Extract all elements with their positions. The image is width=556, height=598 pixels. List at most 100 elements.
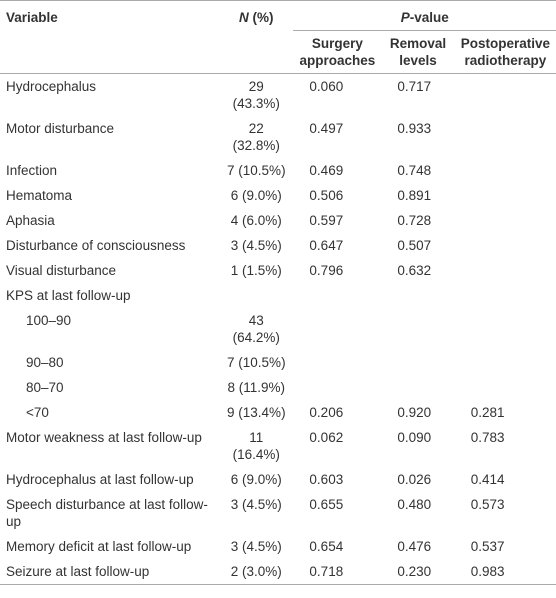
value-cell: 2 (3.0%): [219, 559, 294, 585]
table-row: <70 9 (13.4%) 0.206 0.920 0.281: [0, 400, 556, 425]
value-cell: 3 (4.5%): [230, 539, 282, 554]
table-row: Hematoma 6 (9.0%) 0.506 0.891: [0, 183, 556, 208]
value-cell: [455, 116, 556, 158]
variable-cell: Motor disturbance: [6, 121, 115, 136]
header-cell: P-value: [293, 0, 556, 31]
header-text: -value: [409, 10, 449, 25]
value-cell: 8 (11.9%): [227, 380, 286, 395]
value-cell: [455, 74, 556, 117]
value-cell: 0.632: [397, 263, 432, 278]
value-cell: 0.480: [397, 497, 432, 512]
variable-cell: Hematoma: [6, 188, 73, 203]
value-cell: 0.476: [397, 539, 432, 554]
table-row: 90–80 7 (10.5%): [0, 350, 556, 375]
value-cell: 0.281: [470, 405, 505, 420]
value-cell: [455, 350, 556, 375]
value-cell: 0.537: [470, 539, 505, 554]
value-cell: 0.090: [397, 430, 432, 445]
value-cell: 0.506: [309, 188, 344, 203]
value-cell: [455, 258, 556, 283]
table-row: Motor disturbance 22 (32.8%) 0.497 0.933: [0, 116, 556, 158]
value-cell: [455, 375, 556, 400]
value-cell: [293, 350, 381, 375]
subheader-row: Surgery approaches Removal levels Postop…: [0, 30, 556, 74]
variable-cell: Hydrocephalus at last follow-up: [6, 472, 194, 487]
value-cell: 0.497: [309, 121, 344, 136]
table-row: 100–90 43 (64.2%): [0, 308, 556, 350]
value-cell: 0.718: [293, 559, 382, 585]
variable-cell: 100–90: [26, 313, 72, 328]
value-cell: [455, 208, 556, 233]
variable-cell: Motor weakness at last follow-up: [6, 430, 202, 445]
group-row: KPS at last follow-up: [0, 283, 556, 308]
value-cell: 7 (10.5%): [227, 355, 286, 370]
value-cell: [381, 375, 454, 400]
value-cell: [381, 308, 454, 350]
value-cell: 0.026: [397, 472, 432, 487]
variable-cell: Hydrocephalus: [6, 79, 97, 94]
header-text: N: [239, 10, 249, 25]
value-cell: [455, 183, 556, 208]
header-text: (%): [248, 10, 274, 25]
value-cell: 0.469: [309, 163, 344, 178]
table-row: Disturbance of consciousness 3 (4.5%) 0.64…: [0, 233, 556, 258]
table-row: Visual disturbance 1 (1.5%) 0.796 0.632: [0, 258, 556, 283]
value-cell: 4 (6.0%): [230, 213, 282, 228]
value-cell: 22 (32.8%): [232, 121, 280, 153]
table-body: Hydrocephalus 29 (43.3%) 0.060 0.717 Motor d…: [0, 74, 556, 585]
value-cell: 29 (43.3%): [232, 79, 280, 111]
header-cell: N (%): [219, 0, 294, 74]
value-cell: 6 (9.0%): [230, 188, 282, 203]
value-cell: 0.717: [397, 79, 432, 94]
header-text: P: [400, 10, 410, 25]
subheader-cell: Surgery approaches: [293, 30, 382, 74]
value-cell: 3 (4.5%): [230, 497, 282, 512]
value-cell: 0.414: [470, 472, 505, 487]
variable-cell: <70: [26, 405, 49, 420]
value-cell: 0.647: [309, 238, 344, 253]
group-label: KPS at last follow-up: [6, 288, 131, 303]
value-cell: 0.933: [397, 121, 432, 136]
value-cell: 0.920: [397, 405, 432, 420]
variable-cell: Speech disturbance at last follow-up: [6, 497, 208, 529]
variable-cell: Memory deficit at last follow-up: [6, 539, 192, 554]
variable-cell: Seizure at last follow-up: [0, 559, 220, 585]
value-cell: 0.573: [470, 497, 505, 512]
variable-cell: Infection: [6, 163, 58, 178]
value-cell: 0.060: [309, 79, 344, 94]
value-cell: 0.728: [397, 213, 432, 228]
value-cell: 0.654: [309, 539, 344, 554]
value-cell: [455, 233, 556, 258]
table-row: Speech disturbance at last follow-up 3 (4…: [0, 492, 556, 534]
subheader-cell: Postoperative radiotherapy: [454, 30, 556, 74]
value-cell: [293, 375, 381, 400]
table-row: Memory deficit at last follow-up 3 (4.5%)…: [0, 534, 556, 559]
value-cell: 0.748: [397, 163, 432, 178]
value-cell: 3 (4.5%): [230, 238, 282, 253]
value-cell: 6 (9.0%): [230, 472, 282, 487]
value-cell: 0.507: [397, 238, 432, 253]
header-row: Variable N (%) P-value: [0, 0, 556, 74]
table-row: Motor weakness at last follow-up 11 (16.4…: [0, 425, 556, 467]
value-cell: 0.783: [470, 430, 505, 445]
table-row: Seizure at last follow-up 2 (3.0%) 0.718 0.…: [0, 559, 556, 585]
variable-cell: Aphasia: [6, 213, 55, 228]
table-row: Hydrocephalus 29 (43.3%) 0.060 0.717: [0, 74, 556, 117]
table-row: Infection 7 (10.5%) 0.469 0.748: [0, 158, 556, 183]
table-row: 80–70 8 (11.9%): [0, 375, 556, 400]
variable-cell: 80–70: [26, 380, 64, 395]
value-cell: [293, 308, 381, 350]
value-cell: 0.603: [309, 472, 344, 487]
results-table: Variable N (%) P-value Surgery approache…: [0, 0, 556, 585]
variable-cell: Disturbance of consciousness: [6, 238, 186, 253]
value-cell: 0.891: [397, 188, 432, 203]
variable-cell: 90–80: [26, 355, 64, 370]
value-cell: 0.230: [381, 559, 455, 585]
table-row: Aphasia 4 (6.0%) 0.597 0.728: [0, 208, 556, 233]
value-cell: 7 (10.5%): [227, 163, 286, 178]
table-header: Variable N (%) P-value Surgery approache…: [0, 0, 556, 74]
value-cell: 1 (1.5%): [230, 263, 282, 278]
header-cell: Variable: [0, 0, 220, 74]
value-cell: [455, 308, 556, 350]
